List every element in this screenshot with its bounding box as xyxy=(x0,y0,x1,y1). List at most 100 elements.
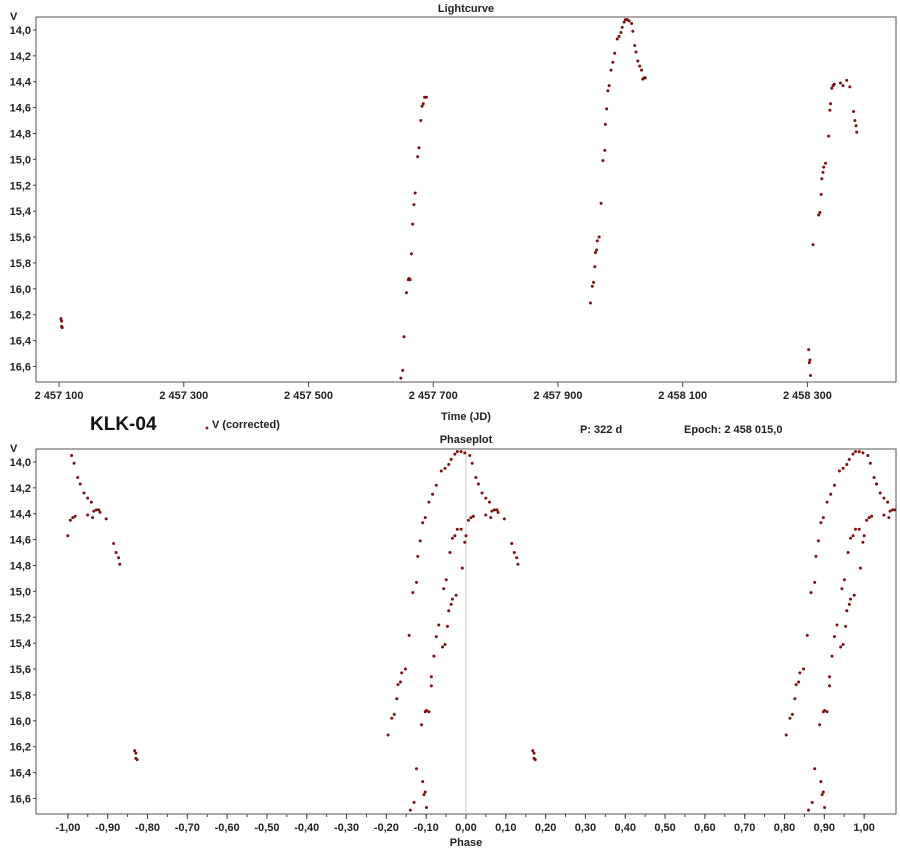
data-point xyxy=(609,68,613,72)
data-point xyxy=(839,645,843,649)
x-tick-label: 0,20 xyxy=(535,822,556,834)
data-point xyxy=(400,671,404,675)
data-point xyxy=(417,146,421,150)
data-point xyxy=(798,671,802,675)
y-tick-label: 15,6 xyxy=(10,232,31,244)
data-point xyxy=(595,239,599,243)
data-point xyxy=(866,453,870,457)
x-tick-label: 0,60 xyxy=(694,822,715,834)
x-tick-label: 2 457 500 xyxy=(284,390,333,402)
data-point xyxy=(445,624,449,628)
data-point xyxy=(463,540,467,544)
y-tick-label: 16,4 xyxy=(10,336,32,348)
data-point xyxy=(822,165,826,169)
data-point xyxy=(399,376,403,380)
data-point xyxy=(593,265,597,269)
x-tick-label: 2 458 100 xyxy=(658,390,707,402)
data-point xyxy=(449,457,453,461)
data-point xyxy=(134,751,138,755)
data-point xyxy=(872,475,876,479)
data-point xyxy=(117,556,121,560)
data-point xyxy=(424,806,428,810)
y-tick-label: 16,6 xyxy=(10,793,31,805)
data-point xyxy=(453,452,457,456)
x-tick-label: -0,80 xyxy=(135,822,160,834)
data-point xyxy=(840,587,844,591)
lightcurve-points xyxy=(59,18,859,380)
y-tick-label: 14,4 xyxy=(10,77,32,89)
data-point xyxy=(404,291,408,295)
data-point xyxy=(460,566,464,570)
data-point xyxy=(828,675,832,679)
data-point xyxy=(492,508,496,512)
data-point xyxy=(597,235,601,239)
data-point xyxy=(852,109,856,113)
data-point xyxy=(855,130,859,134)
data-point xyxy=(76,475,80,479)
data-point xyxy=(420,104,424,108)
data-point xyxy=(495,508,499,512)
data-point xyxy=(487,500,491,504)
data-point xyxy=(434,483,438,487)
data-point xyxy=(825,500,829,504)
data-point xyxy=(474,475,478,479)
data-point xyxy=(450,597,454,601)
data-point xyxy=(411,591,415,595)
data-point xyxy=(838,81,842,85)
data-point xyxy=(588,301,592,305)
data-point xyxy=(73,514,77,518)
data-point xyxy=(853,119,857,123)
data-point xyxy=(793,697,797,701)
data-point xyxy=(396,683,400,687)
data-point xyxy=(643,76,647,80)
data-point xyxy=(599,201,603,205)
data-point xyxy=(851,534,855,538)
data-point xyxy=(407,633,411,637)
y-tick-label: 14,6 xyxy=(10,535,31,547)
x-tick-label: 0,80 xyxy=(774,822,795,834)
x-tick-label: -0,10 xyxy=(414,822,439,834)
y-tick-label: 15,2 xyxy=(10,180,31,192)
data-point xyxy=(891,508,895,512)
data-point xyxy=(593,251,597,255)
data-point xyxy=(502,517,506,521)
data-point xyxy=(854,124,858,128)
data-point xyxy=(829,102,833,106)
data-point xyxy=(419,723,423,727)
data-point xyxy=(412,800,416,804)
data-point xyxy=(809,591,813,595)
data-point xyxy=(423,516,427,520)
data-point xyxy=(412,203,416,207)
x-tick-label: 0,30 xyxy=(575,822,596,834)
data-point xyxy=(533,758,537,762)
y-tick-label: 16,2 xyxy=(10,310,31,322)
legend-marker xyxy=(205,426,209,430)
data-point xyxy=(861,540,865,544)
data-point xyxy=(619,31,623,35)
data-point xyxy=(490,509,494,513)
phaseplot-title: Phaseplot xyxy=(440,434,493,446)
y-tick-label: 14,6 xyxy=(10,103,31,115)
data-point xyxy=(413,191,417,195)
data-point xyxy=(454,593,458,597)
data-point xyxy=(484,496,488,500)
data-point xyxy=(592,280,596,284)
data-point xyxy=(828,108,832,112)
data-point xyxy=(807,361,811,365)
data-point xyxy=(459,450,463,454)
epoch-label: Epoch: 2 458 015,0 xyxy=(684,424,782,436)
data-point xyxy=(455,527,459,531)
x-tick-label: -0,60 xyxy=(215,822,240,834)
data-point xyxy=(802,667,806,671)
x-tick-label: 0,40 xyxy=(615,822,636,834)
x-tick-label: 1,00 xyxy=(853,822,874,834)
data-point xyxy=(470,461,474,465)
data-point xyxy=(640,68,644,72)
x-tick-label: 0,10 xyxy=(495,822,516,834)
x-tick-label: 0,70 xyxy=(734,822,755,834)
phaseplot-y-ticks: 14,0 14,2 14,4 14,6 14,8 15,0 15,2 15,4 15,6 15,8… xyxy=(10,457,36,805)
data-point xyxy=(824,161,828,165)
y-tick-label: 14,8 xyxy=(10,560,31,572)
data-point xyxy=(463,451,467,455)
data-point xyxy=(402,335,406,339)
